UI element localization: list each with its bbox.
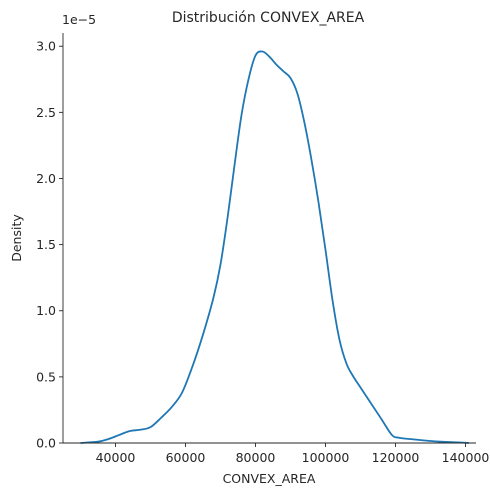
x-tick-label: 80000 bbox=[236, 450, 276, 465]
y-tick-label: 0.0 bbox=[36, 436, 56, 451]
y-tick-label: 1.5 bbox=[36, 237, 56, 252]
y-tick-label: 1.0 bbox=[36, 303, 56, 318]
y-tick-label: 2.5 bbox=[36, 105, 56, 120]
y-axis-ticks: 0.0 0.5 1.0 1.5 2.0 2.5 3.0 bbox=[36, 39, 63, 451]
y-offset-label: 1e−5 bbox=[62, 12, 96, 27]
chart-title: Distribución CONVEX_AREA bbox=[172, 10, 365, 26]
x-axis-ticks: 40000 60000 80000 100000 120000 140000 bbox=[96, 443, 490, 465]
x-tick-label: 100000 bbox=[302, 450, 350, 465]
x-axis-title: CONVEX_AREA bbox=[223, 471, 316, 486]
x-tick-label: 120000 bbox=[372, 450, 420, 465]
y-axis-title: Density bbox=[9, 214, 24, 262]
y-tick-label: 0.5 bbox=[36, 369, 56, 384]
y-tick-label: 2.0 bbox=[36, 171, 56, 186]
x-tick-label: 140000 bbox=[442, 450, 490, 465]
x-tick-label: 60000 bbox=[166, 450, 206, 465]
y-tick-label: 3.0 bbox=[36, 39, 56, 54]
x-tick-label: 40000 bbox=[96, 450, 136, 465]
density-line bbox=[80, 50, 470, 444]
